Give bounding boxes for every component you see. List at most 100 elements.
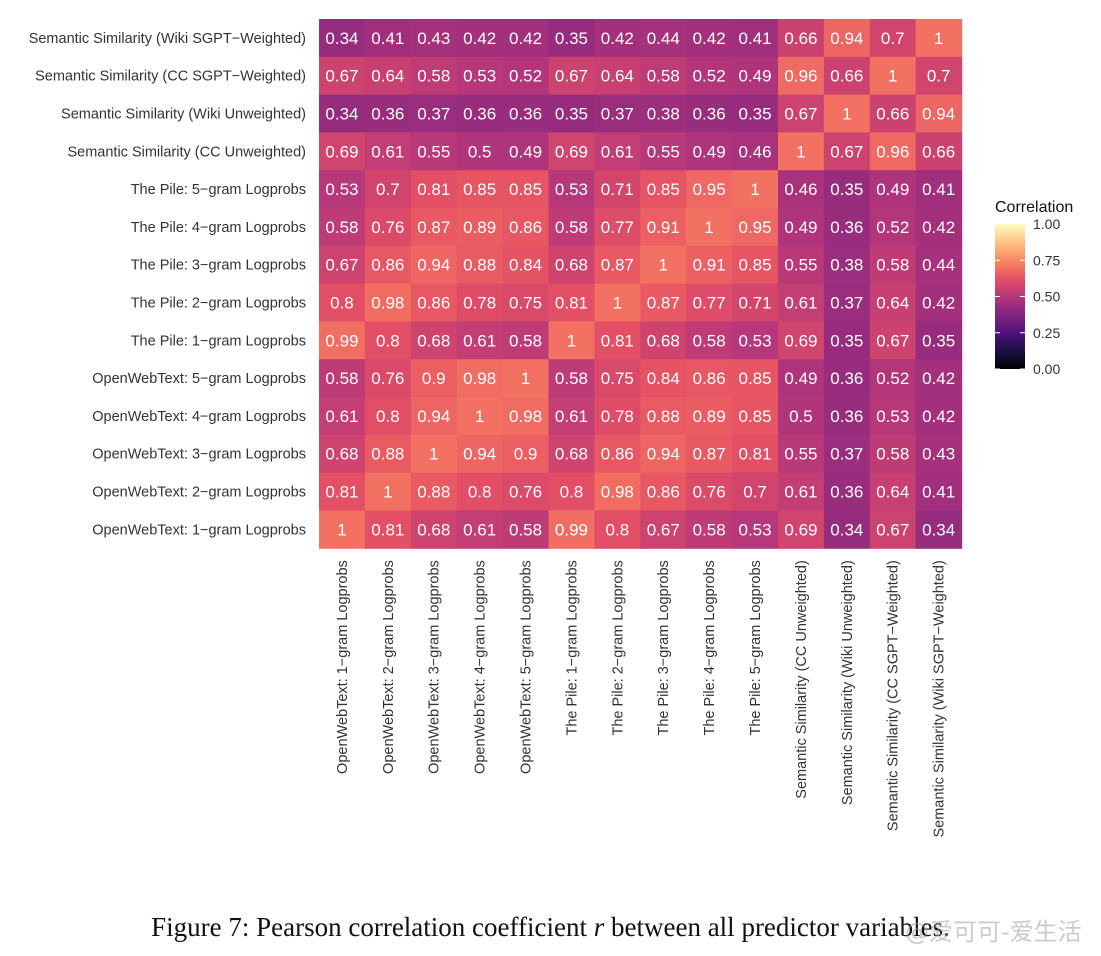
heatmap-cell [732, 283, 779, 322]
heatmap-cell-label: 0.94 [417, 407, 450, 426]
y-axis-tick-label: Semantic Similarity (CC SGPT−Weighted) [35, 69, 306, 85]
heatmap-cell [915, 510, 963, 549]
heatmap-cell-label: 0.81 [325, 483, 358, 502]
heatmap-cell [686, 56, 733, 96]
heatmap-cell [456, 321, 504, 360]
heatmap-cell [869, 19, 917, 58]
heatmap-cell-label: 0.55 [784, 445, 817, 464]
y-axis-tick-label: OpenWebText: 4−gram Logprobs [92, 409, 306, 425]
y-axis-tick-label: The Pile: 1−gram Logprobs [131, 333, 306, 349]
heatmap-cell-label: 0.87 [647, 294, 680, 313]
heatmap-cell [319, 321, 366, 360]
heatmap-cell-label: 1 [337, 520, 346, 539]
figure-caption: Figure 7: Pearson correlation coefficien… [0, 912, 1101, 943]
heatmap-cell-label: 0.58 [509, 520, 542, 539]
heatmap-cell [456, 510, 504, 549]
heatmap-cell-label: 0.8 [330, 294, 354, 313]
correlation-heatmap-figure: 0.34 0.41 0.43 0.42 0.42 0.35 0.42 0.44 0.42 0.41… [29, 19, 1073, 838]
heatmap-cell-label: 0.46 [739, 142, 772, 161]
heatmap-cell-label: 0.5 [468, 142, 492, 161]
x-axis-tick-label: The Pile: 4−gram Logprobs [702, 560, 718, 735]
heatmap-cell-label: 0.9 [422, 369, 446, 388]
heatmap-cell-label: 0.37 [830, 294, 863, 313]
heatmap-cell [410, 321, 458, 360]
heatmap-cell [686, 359, 733, 398]
heatmap-cell-label: 0.85 [463, 180, 496, 199]
heatmap-cell [594, 510, 641, 549]
heatmap-cell-label: 0.64 [601, 67, 634, 86]
heatmap-cell [364, 472, 412, 511]
heatmap-cell-label: 0.85 [739, 369, 772, 388]
x-axis-tick-label: Semantic Similarity (CC SGPT−Weighted) [886, 560, 902, 831]
heatmap-cell-label: 0.42 [922, 294, 955, 313]
heatmap-cell [732, 245, 779, 285]
heatmap-cell-label: 0.41 [922, 180, 955, 199]
heatmap-cell-label: 0.99 [555, 520, 588, 539]
heatmap-cell-label: 0.58 [555, 218, 588, 237]
heatmap-cell [869, 321, 917, 360]
heatmap-cell-label: 0.69 [325, 142, 358, 161]
heatmap-cell-label: 0.86 [601, 445, 634, 464]
heatmap-cell [319, 56, 366, 96]
heatmap-cell [410, 170, 458, 209]
heatmap-cell-label: 0.66 [784, 29, 817, 48]
heatmap-cell-label: 0.88 [417, 483, 450, 502]
heatmap-cell-label: 0.98 [509, 407, 542, 426]
heatmap-cell-label: 0.86 [647, 483, 680, 502]
heatmap-cell-label: 0.49 [693, 142, 726, 161]
heatmap-cell-label: 0.64 [876, 294, 909, 313]
heatmap-cell-label: 0.42 [601, 29, 634, 48]
heatmap-cell-label: 0.87 [601, 256, 634, 275]
heatmap-cell [456, 472, 504, 511]
heatmap-cell-label: 0.75 [509, 294, 542, 313]
heatmap-cell-label: 0.41 [922, 483, 955, 502]
heatmap-cell [364, 397, 412, 436]
heatmap-cell [548, 94, 595, 133]
heatmap-cell-label: 0.36 [830, 407, 863, 426]
y-axis-tick-label: OpenWebText: 1−gram Logprobs [92, 522, 306, 538]
heatmap-cell [319, 472, 366, 511]
heatmap-cell-label: 0.55 [417, 142, 450, 161]
heatmap-cell [869, 132, 917, 171]
heatmap-cell-label: 0.61 [784, 294, 817, 313]
heatmap-cell-label: 0.7 [743, 483, 767, 502]
y-axis-tick-label: The Pile: 3−gram Logprobs [131, 258, 306, 274]
heatmap-cell [594, 56, 641, 96]
heatmap-cell-label: 0.44 [647, 29, 680, 48]
heatmap-cell-label: 0.8 [376, 331, 400, 350]
heatmap-cell [410, 359, 458, 398]
heatmap-cell [686, 434, 733, 474]
heatmap-cell [410, 397, 458, 436]
heatmap-cell-label: 0.35 [830, 331, 863, 350]
heatmap-cell-label: 0.77 [693, 294, 726, 313]
heatmap-cell [364, 170, 412, 209]
heatmap-cell [364, 208, 412, 247]
caption-suffix: between all predictor variables. [604, 912, 950, 942]
heatmap-cell [502, 132, 550, 171]
heatmap-cell [778, 359, 825, 398]
heatmap-cell [732, 208, 779, 247]
heatmap-cell-label: 0.36 [830, 369, 863, 388]
heatmap-cell [686, 283, 733, 322]
heatmap-cell-label: 0.52 [509, 67, 542, 86]
heatmap-cell [319, 94, 366, 133]
heatmap-cell [594, 321, 641, 360]
heatmap-cell-label: 1 [704, 218, 713, 237]
x-axis-tick-label: OpenWebText: 3−gram Logprobs [427, 560, 443, 774]
heatmap-cell-label: 0.85 [647, 180, 680, 199]
heatmap-cell [640, 56, 687, 96]
heatmap-cell-label: 0.99 [325, 331, 358, 350]
heatmap-cell-label: 0.37 [601, 105, 634, 124]
heatmap-cell-label: 0.42 [922, 369, 955, 388]
heatmap-cell [823, 208, 871, 247]
heatmap-cell [732, 94, 779, 133]
heatmap-cell-label: 0.52 [876, 218, 909, 237]
legend-title: Correlation [995, 199, 1073, 216]
heatmap-cell-label: 0.68 [555, 256, 588, 275]
heatmap-cell-label: 0.67 [325, 256, 358, 275]
heatmap-cell-label: 0.42 [509, 29, 542, 48]
heatmap-cell [640, 359, 687, 398]
heatmap-cell [640, 397, 687, 436]
heatmap-cell [410, 94, 458, 133]
heatmap-cell [778, 132, 825, 171]
